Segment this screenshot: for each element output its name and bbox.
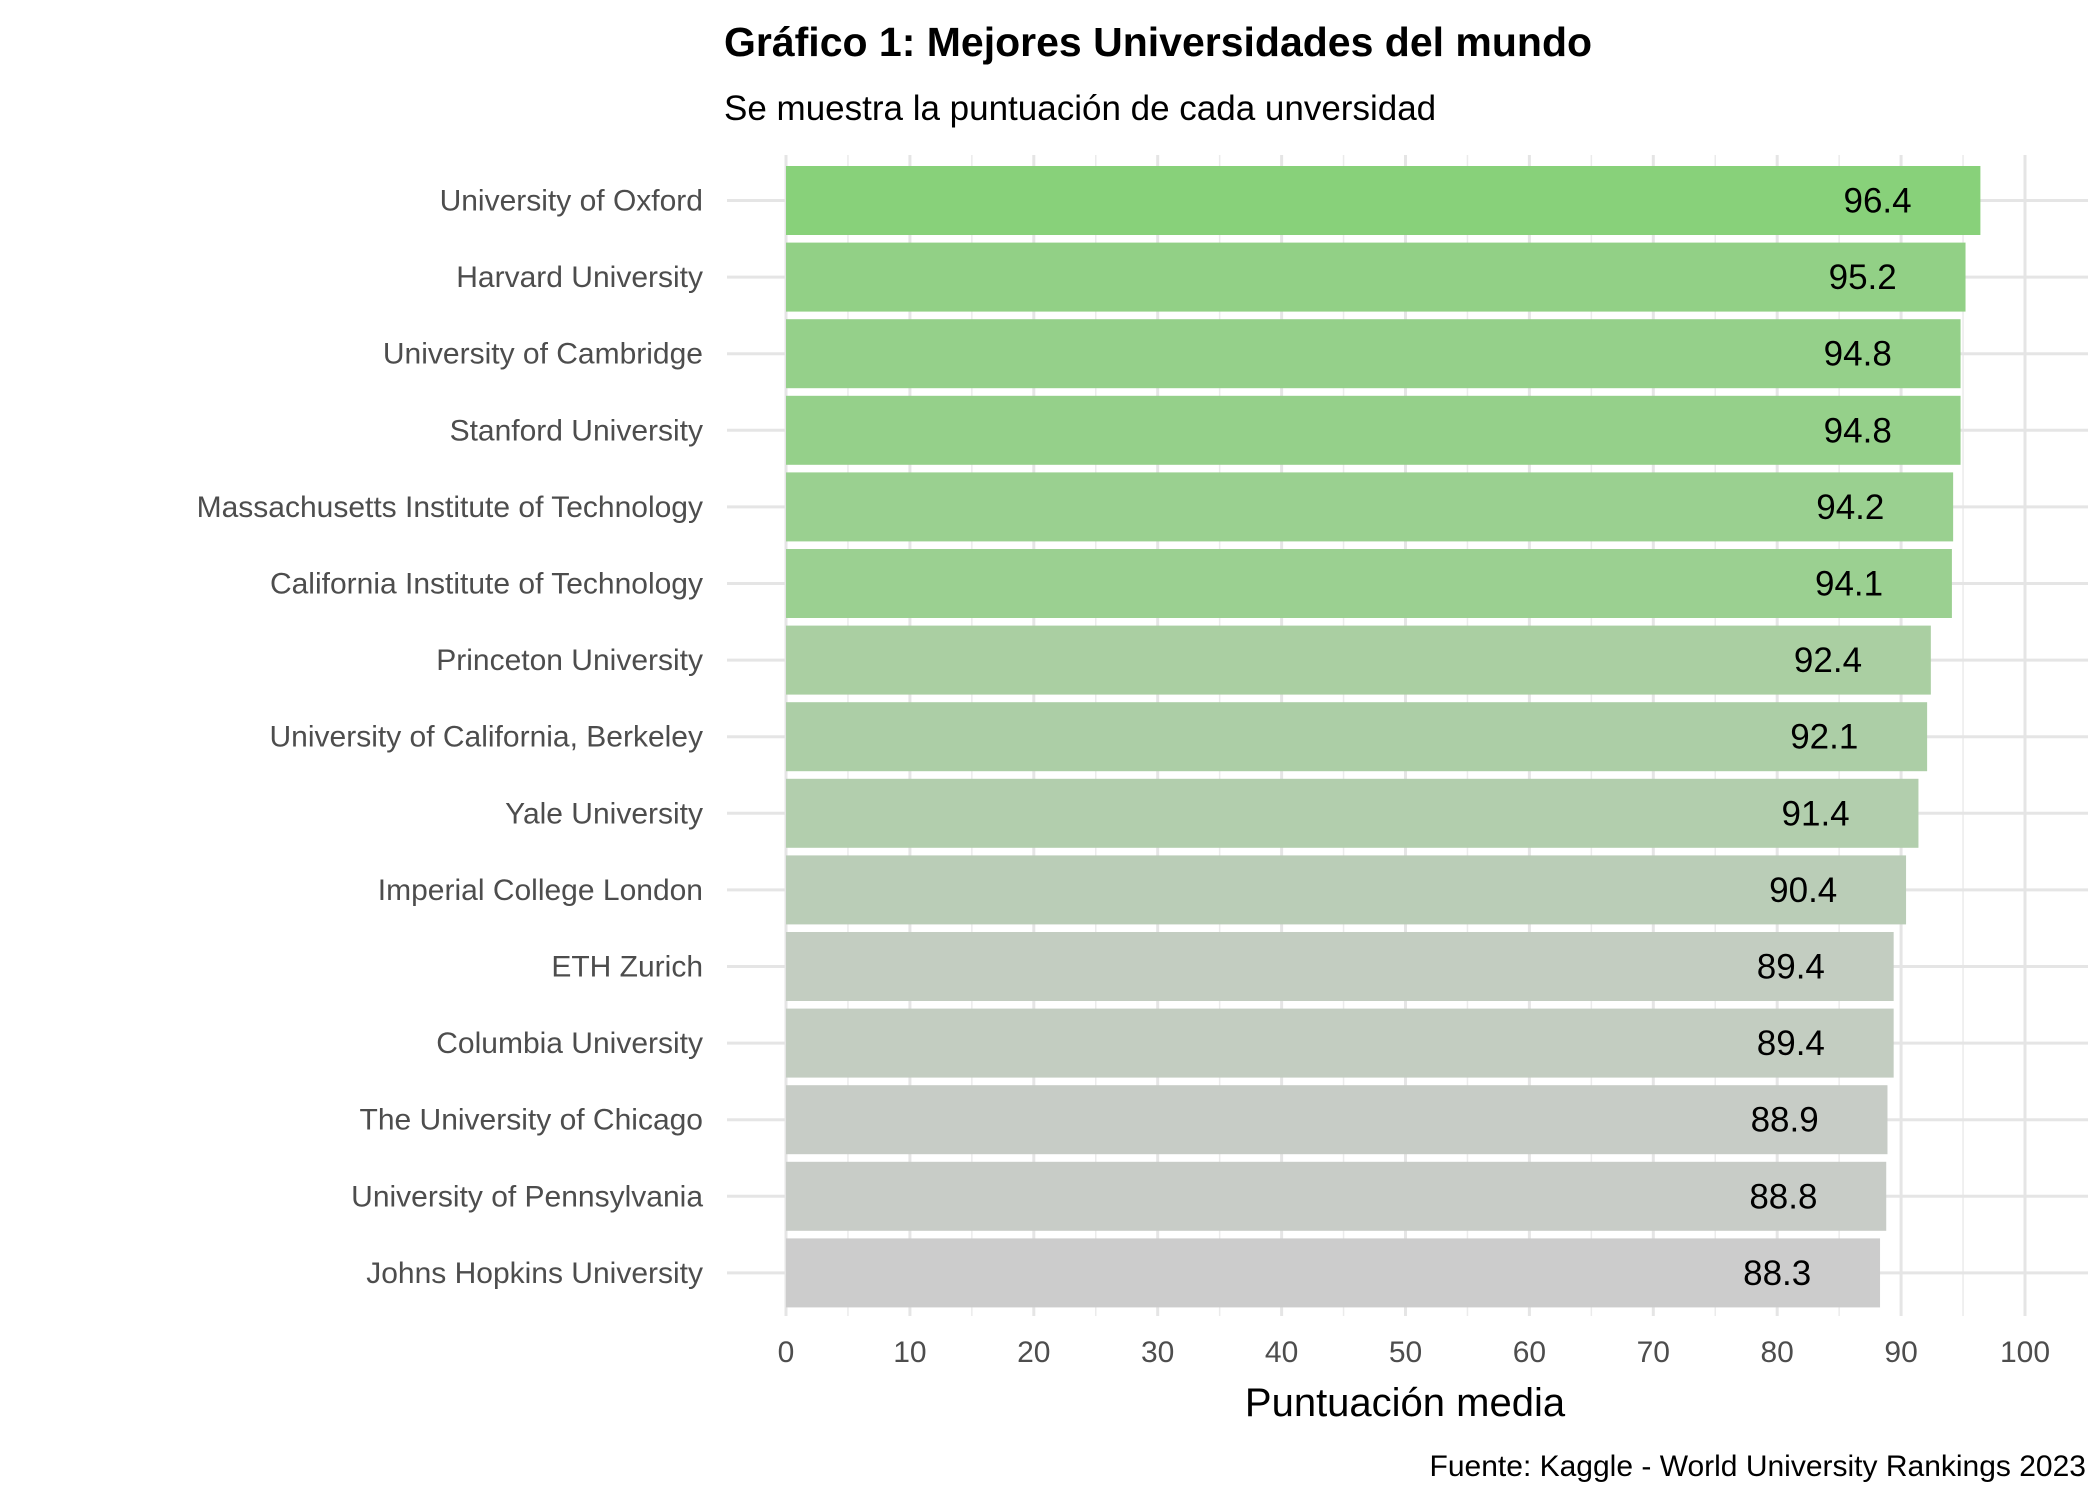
data-label: 89.4 [1757, 1024, 1825, 1063]
bar [786, 395, 1961, 465]
data-label: 92.4 [1794, 641, 1862, 680]
x-axis-ticks: 0 10 20 30 40 50 60 70 80 90 100 [778, 1336, 2050, 1369]
chart-caption: Fuente: Kaggle - World University Rankin… [1430, 1450, 2086, 1483]
bar [786, 1085, 1888, 1155]
y-tick-label: ETH Zurich [551, 951, 703, 984]
data-label: 91.4 [1782, 794, 1850, 833]
data-label: 94.1 [1815, 565, 1883, 604]
y-tick-label: University of Cambridge [383, 338, 703, 371]
y-tick-label: Johns Hopkins University [366, 1257, 703, 1290]
bar [786, 166, 1981, 235]
bar [786, 1008, 1894, 1078]
bar [786, 625, 1931, 695]
bar [786, 549, 1952, 618]
x-tick-label: 70 [1637, 1336, 1670, 1369]
bar [786, 1161, 1887, 1231]
data-label: 94.8 [1824, 411, 1892, 450]
chart-title: Gráfico 1: Mejores Universidades del mun… [724, 19, 1592, 65]
data-label: 94.8 [1824, 335, 1892, 374]
data-label: 96.4 [1843, 182, 1911, 221]
data-label: 88.3 [1743, 1254, 1811, 1293]
bar [786, 702, 1928, 772]
x-tick-label: 80 [1761, 1336, 1794, 1369]
x-tick-label: 100 [2000, 1336, 2050, 1369]
bar [786, 1238, 1881, 1308]
x-tick-label: 10 [893, 1336, 926, 1369]
x-axis-title: Puntuación media [1245, 1381, 1566, 1425]
bars: 96.4 95.2 94.8 94.8 94.2 94.1 92.4 92.1 91.4 90.4… [786, 166, 1981, 1308]
y-tick-label: University of Pennsylvania [351, 1180, 703, 1213]
y-tick-label: Columbia University [436, 1027, 703, 1060]
bar [786, 242, 1966, 312]
bar [786, 855, 1907, 925]
y-tick-label: California Institute of Technology [270, 568, 703, 601]
data-label: 95.2 [1829, 258, 1897, 297]
data-label: 89.4 [1757, 948, 1825, 987]
bar [786, 778, 1919, 848]
data-label: 92.1 [1790, 718, 1858, 757]
y-tick-label: Princeton University [436, 644, 703, 677]
y-tick-label: Harvard University [456, 261, 703, 294]
x-tick-label: 40 [1265, 1336, 1298, 1369]
y-tick-label: Imperial College London [378, 874, 703, 907]
bar [786, 319, 1961, 389]
x-tick-label: 0 [778, 1336, 795, 1369]
data-label: 88.9 [1751, 1101, 1819, 1140]
chart-subtitle: Se muestra la puntuación de cada unversi… [724, 89, 1436, 128]
y-tick-label: Stanford University [450, 414, 703, 447]
x-tick-label: 20 [1017, 1336, 1050, 1369]
y-tick-label: The University of Chicago [360, 1104, 703, 1137]
data-label: 90.4 [1769, 871, 1837, 910]
data-label: 88.8 [1749, 1177, 1817, 1216]
y-tick-label: Massachusetts Institute of Technology [197, 491, 703, 524]
y-tick-label: University of Oxford [440, 185, 703, 218]
data-label: 94.2 [1816, 488, 1884, 527]
x-tick-label: 30 [1141, 1336, 1174, 1369]
bar [786, 932, 1894, 1001]
y-tick-label: University of California, Berkeley [270, 721, 704, 754]
x-tick-label: 60 [1513, 1336, 1546, 1369]
bar [786, 472, 1954, 542]
x-tick-label: 90 [1884, 1336, 1917, 1369]
y-axis-labels: University of Oxford Harvard University Un… [197, 185, 704, 1290]
x-tick-label: 50 [1389, 1336, 1422, 1369]
y-tick-label: Yale University [505, 797, 703, 830]
